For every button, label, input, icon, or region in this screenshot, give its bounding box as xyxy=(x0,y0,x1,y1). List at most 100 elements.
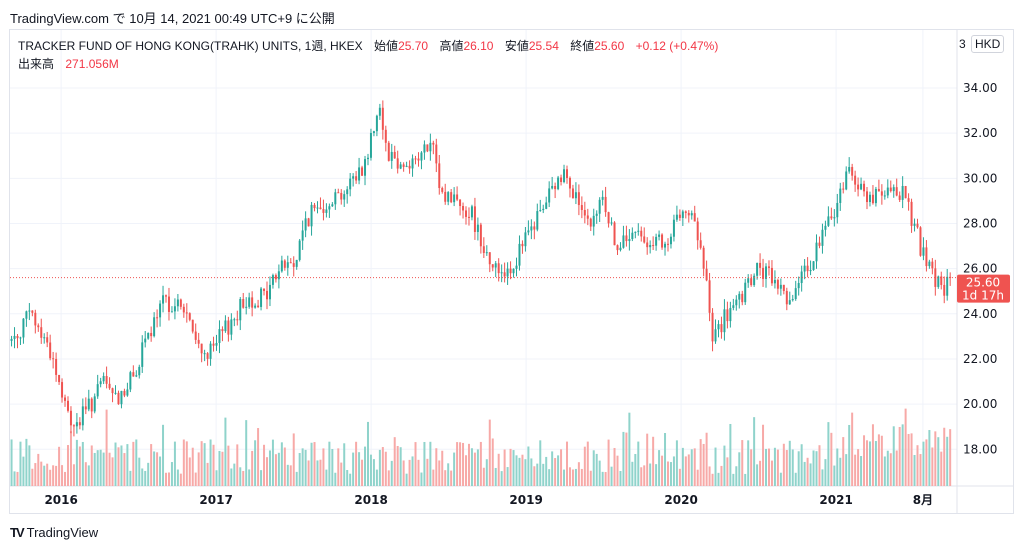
volume-bar xyxy=(206,462,209,486)
volume-bar xyxy=(880,435,883,486)
volume-bar xyxy=(203,443,206,486)
volume-bar xyxy=(566,441,569,486)
chart-frame xyxy=(9,29,1014,514)
candle-body xyxy=(681,211,684,218)
volume-bar xyxy=(874,441,877,486)
price-tick-label: 28.00 xyxy=(963,216,997,230)
volume-bar xyxy=(361,459,364,486)
candle-body xyxy=(907,198,910,202)
candle-body xyxy=(28,310,31,312)
candle-body xyxy=(717,324,720,330)
candle-body xyxy=(411,158,414,169)
volume-bar xyxy=(271,439,274,486)
volume-bar xyxy=(616,455,619,486)
candle-body xyxy=(260,288,263,307)
candle-body xyxy=(358,167,361,181)
candle-body xyxy=(747,278,750,283)
volume-bar xyxy=(601,471,604,486)
candle-body xyxy=(931,261,934,269)
volume-bar xyxy=(444,470,447,486)
candle-body xyxy=(857,184,860,190)
candle-body xyxy=(521,243,524,247)
volume-bar xyxy=(607,439,610,486)
volume-bar xyxy=(664,433,667,486)
candle-body xyxy=(230,319,233,335)
volume-bar xyxy=(640,467,643,486)
volume-bar xyxy=(25,438,28,486)
candle-body xyxy=(99,381,102,385)
volume-bar xyxy=(19,441,22,486)
volume-bar xyxy=(509,448,512,486)
candle-body xyxy=(467,216,470,218)
candle-body xyxy=(444,191,447,202)
volume-bar xyxy=(90,445,93,486)
volume-bar xyxy=(485,459,488,486)
candle-body xyxy=(435,144,438,164)
volume-bar xyxy=(399,447,402,486)
candle-body xyxy=(883,195,886,197)
volume-bar xyxy=(693,448,696,486)
volume-bar xyxy=(919,454,922,486)
candle-body xyxy=(622,235,625,248)
volume-bar xyxy=(132,441,135,486)
volume-bar xyxy=(58,446,61,486)
symbol-title[interactable]: TRACKER FUND OF HONG KONG(TRAHK) UNITS, … xyxy=(18,39,363,53)
time-tick-label: 2021 xyxy=(819,493,852,507)
candle-body xyxy=(159,303,162,318)
volume-bar xyxy=(571,469,574,486)
volume-bar xyxy=(750,449,753,486)
volume-bar xyxy=(28,445,31,486)
volume-bar xyxy=(200,441,203,486)
volume-bar xyxy=(260,470,263,486)
volume-bar xyxy=(283,447,286,486)
volume-bar xyxy=(355,441,358,486)
volume-bar xyxy=(551,451,554,486)
candle-body xyxy=(871,194,874,204)
candle-body xyxy=(215,342,218,346)
candle-body xyxy=(10,338,13,341)
candle-body xyxy=(536,211,539,230)
low-label: 安値 xyxy=(504,39,529,53)
candle-body xyxy=(126,389,129,396)
candle-body xyxy=(488,252,491,265)
volume-bar xyxy=(860,456,863,486)
volume-bar xyxy=(81,441,84,486)
volume-bar xyxy=(940,451,943,486)
legend-volume: 出来高 271.056M xyxy=(18,55,119,72)
volume-bar xyxy=(289,465,292,486)
candle-body xyxy=(563,169,566,183)
currency-button[interactable]: HKD xyxy=(971,35,1005,53)
candle-body xyxy=(527,230,530,233)
volume-bar xyxy=(773,447,776,486)
candle-body xyxy=(399,164,402,169)
volume-bar xyxy=(167,472,170,486)
volume-bar xyxy=(402,460,405,486)
candle-body xyxy=(245,306,248,308)
candle-body xyxy=(607,212,610,224)
candle-body xyxy=(868,194,871,203)
volume-bar xyxy=(946,436,949,486)
volume-bar xyxy=(340,462,343,486)
candle-body xyxy=(934,268,937,287)
candle-body xyxy=(254,305,257,308)
candle-body xyxy=(185,312,188,314)
candles xyxy=(10,100,952,437)
candle-body xyxy=(551,185,554,189)
volume-bar xyxy=(634,453,637,486)
volume-bar xyxy=(765,448,768,486)
candle-body xyxy=(845,171,848,190)
volume-bar xyxy=(405,473,408,486)
candle-body xyxy=(52,358,55,360)
candle-body xyxy=(343,194,346,200)
volume-bar xyxy=(652,436,655,486)
volume-bar xyxy=(661,455,664,486)
volume-bar xyxy=(46,463,49,486)
volume-bar xyxy=(649,463,652,486)
volume-bar xyxy=(687,454,690,486)
open-value: 25.70 xyxy=(398,39,429,53)
candle-body xyxy=(782,284,785,291)
candle-body xyxy=(316,207,319,209)
volume-bar xyxy=(221,451,224,486)
tradingview-logo[interactable]: TV TradingView xyxy=(10,525,98,540)
